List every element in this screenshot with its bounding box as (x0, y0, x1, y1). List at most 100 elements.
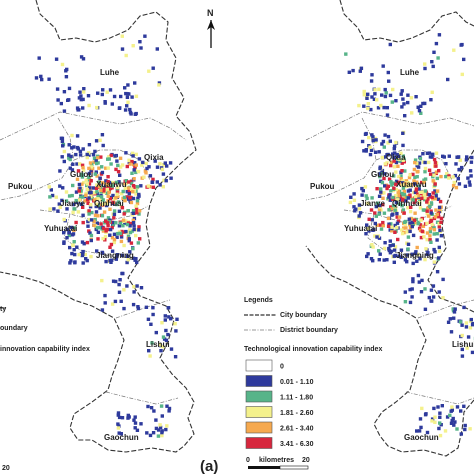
innovation-cell (400, 105, 404, 109)
innovation-cell (110, 225, 114, 230)
innovation-cell (415, 175, 419, 179)
innovation-cell (114, 255, 119, 259)
innovation-cell (127, 192, 131, 196)
innovation-cell (54, 57, 59, 61)
innovation-cell (34, 76, 39, 80)
innovation-cell (418, 223, 423, 227)
innovation-cell (100, 170, 105, 175)
innovation-cell (135, 284, 139, 288)
innovation-cell (108, 245, 112, 249)
innovation-cell (438, 199, 443, 204)
innovation-cell (416, 169, 420, 174)
innovation-cell (349, 195, 353, 199)
innovation-cell (394, 179, 399, 184)
innovation-cell (140, 163, 144, 167)
innovation-cell (164, 338, 169, 342)
innovation-cell (386, 216, 391, 221)
innovation-cell (370, 95, 374, 99)
innovation-cell (79, 94, 83, 98)
legend-class-label: 0 (280, 364, 284, 371)
innovation-cell (103, 293, 107, 298)
innovation-cell (417, 280, 421, 284)
left-legend-city: ty (0, 306, 6, 313)
innovation-cell (403, 169, 407, 173)
innovation-cell (108, 197, 113, 201)
innovation-cell (469, 160, 474, 164)
innovation-cell (375, 201, 380, 205)
innovation-cell (452, 180, 456, 185)
innovation-cell (369, 107, 373, 112)
innovation-cell (426, 214, 431, 218)
innovation-cell (165, 424, 169, 428)
innovation-cell (110, 236, 115, 240)
innovation-cell (396, 174, 401, 179)
innovation-cell (108, 233, 112, 237)
innovation-cell (408, 229, 412, 233)
innovation-cell (112, 237, 117, 242)
innovation-cell (431, 191, 435, 195)
innovation-cell (161, 335, 166, 339)
innovation-cell (411, 261, 415, 266)
innovation-cell (411, 222, 415, 227)
innovation-cell (423, 257, 427, 262)
innovation-cell (373, 88, 377, 92)
innovation-cell (123, 221, 127, 225)
innovation-cell (112, 209, 117, 213)
innovation-cell (110, 184, 114, 188)
innovation-cell (423, 192, 427, 196)
innovation-cell (151, 66, 155, 70)
innovation-cell (369, 148, 374, 152)
innovation-cell (387, 79, 391, 83)
innovation-cell (402, 226, 406, 230)
innovation-cell (95, 249, 99, 253)
innovation-cell (388, 198, 392, 202)
innovation-cell (128, 162, 132, 166)
innovation-cell (437, 225, 441, 229)
innovation-cell (109, 242, 114, 247)
innovation-cell (131, 246, 135, 251)
innovation-cell (415, 429, 419, 433)
innovation-cell (145, 431, 149, 435)
innovation-cell (399, 177, 403, 181)
innovation-cell (348, 200, 353, 205)
innovation-cell (386, 224, 391, 228)
innovation-cell (420, 196, 424, 201)
left-label-jiangning: Jiangning (96, 251, 134, 260)
innovation-cell (124, 229, 128, 234)
innovation-cell (369, 208, 374, 212)
innovation-cell (62, 109, 67, 113)
innovation-cell (434, 164, 438, 168)
innovation-cell (131, 196, 136, 201)
innovation-cell (92, 219, 96, 223)
innovation-cell (383, 133, 387, 137)
innovation-cell (169, 176, 173, 180)
innovation-cell (403, 300, 408, 304)
innovation-cell (112, 240, 116, 245)
innovation-cell (163, 161, 167, 165)
innovation-cell (85, 152, 89, 157)
innovation-cell (357, 214, 361, 218)
innovation-cell (454, 162, 458, 166)
innovation-cell (381, 203, 385, 207)
innovation-cell (406, 196, 411, 200)
innovation-cell (65, 227, 69, 232)
innovation-cell (137, 228, 141, 232)
innovation-cell (70, 168, 75, 172)
innovation-cell (76, 147, 80, 151)
innovation-cell (378, 252, 382, 256)
innovation-cell (65, 236, 69, 240)
innovation-cell (134, 111, 138, 116)
innovation-cell (460, 72, 464, 77)
innovation-cell (87, 217, 92, 222)
innovation-cell (169, 347, 174, 351)
innovation-cell (366, 201, 370, 205)
innovation-cell (411, 220, 415, 224)
innovation-cell (363, 132, 368, 136)
innovation-cell (160, 433, 164, 438)
innovation-cell (49, 188, 53, 192)
legend-class-label: 0.01 - 1.10 (280, 379, 314, 386)
innovation-cell (469, 317, 473, 322)
innovation-cell (94, 170, 98, 174)
innovation-cell (402, 102, 406, 106)
innovation-cell (117, 424, 121, 428)
